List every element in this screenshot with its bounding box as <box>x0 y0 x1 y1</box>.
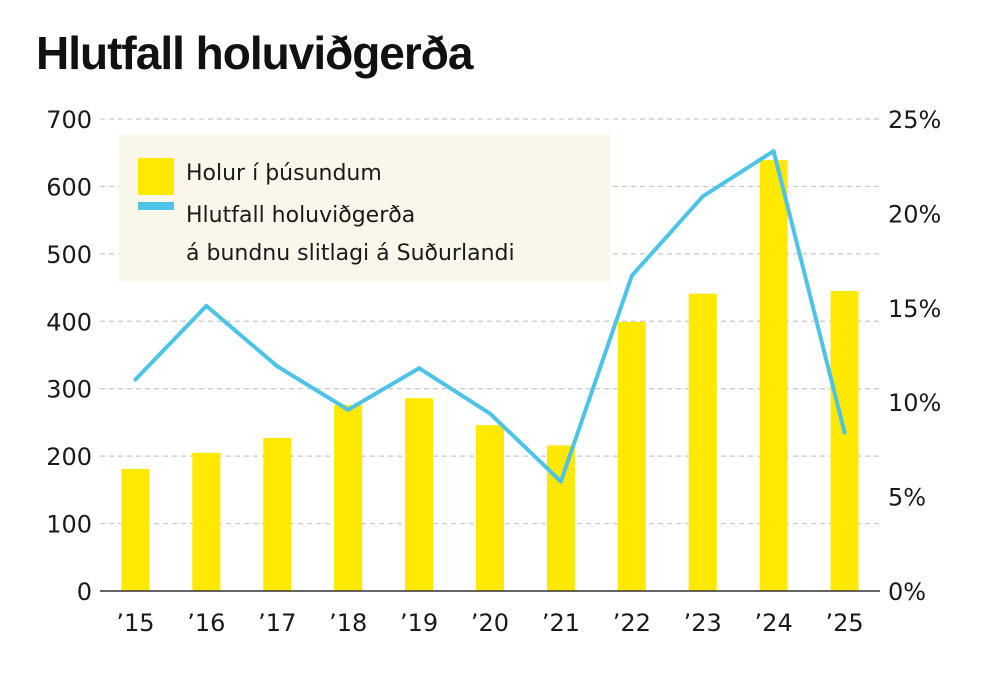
legend-label: á bundnu slitlagi á Suðurlandi <box>186 241 515 266</box>
y-left-tick-label: 100 <box>46 511 92 539</box>
bar-5 <box>476 425 504 591</box>
y-left-tick-label: 700 <box>46 106 92 134</box>
y-right-tick-label: 0% <box>888 578 926 606</box>
x-tick-label: ’17 <box>258 609 296 637</box>
bar-4 <box>405 398 434 591</box>
y-right-tick-label: 5% <box>888 484 926 512</box>
x-tick-label: ’24 <box>755 609 793 637</box>
axes: 0 100 200 300 400 500 600 700 0% 5% 10% 15% 20% 25% ’1… <box>46 106 941 637</box>
y-left-tick-label: 200 <box>46 443 92 471</box>
bar-8 <box>688 293 717 591</box>
y-left-tick-label: 400 <box>46 308 92 336</box>
x-tick-label: ’21 <box>542 609 580 637</box>
line-point-5 <box>488 411 492 416</box>
y-left-tick-label: 500 <box>46 241 92 269</box>
bar-6 <box>546 445 575 591</box>
legend: Holur í þúsundum Hlutfall holuviðgerða á b… <box>119 134 610 282</box>
bar-2 <box>263 437 292 591</box>
y-right-tick-label: 25% <box>888 106 941 134</box>
legend-swatch-line <box>138 202 174 210</box>
ratio-line-series <box>133 149 847 484</box>
y-left-tick-label: 0 <box>77 578 92 606</box>
x-tick-label: ’15 <box>116 609 154 637</box>
y-left-tick-label: 600 <box>46 173 92 201</box>
x-tick-label: ’22 <box>613 609 651 637</box>
legend-label: Holur í þúsundum <box>186 161 382 186</box>
line-point-9 <box>771 149 776 154</box>
x-tick-label: ’20 <box>471 609 509 637</box>
bar-3 <box>334 404 363 591</box>
x-tick-label: ’25 <box>825 609 863 637</box>
x-tick-label: ’19 <box>400 609 438 637</box>
line-point-6 <box>558 479 563 484</box>
legend-box <box>119 134 610 282</box>
bar-0 <box>121 468 150 591</box>
line-point-8 <box>700 194 705 199</box>
legend-swatch-bar <box>138 158 174 195</box>
chart-title: Hlutfall holuviðgerða <box>36 27 473 79</box>
bar-1 <box>192 452 221 591</box>
line-point-7 <box>629 273 634 278</box>
y-left-tick-label: 300 <box>46 376 92 404</box>
line-point-3 <box>346 407 351 412</box>
y-right-tick-label: 15% <box>888 295 941 323</box>
bar-7 <box>617 321 646 591</box>
x-tick-label: ’18 <box>329 609 367 637</box>
bar-9 <box>759 160 788 592</box>
line-point-10 <box>842 430 847 435</box>
y-right-tick-label: 20% <box>888 200 941 228</box>
x-tick-label: ’23 <box>684 609 722 637</box>
x-tick-label: ’16 <box>187 609 225 637</box>
legend-label: Hlutfall holuviðgerða <box>186 203 415 228</box>
bar-10 <box>830 290 859 591</box>
line-point-2 <box>275 364 280 369</box>
bars <box>121 160 859 592</box>
line-point-0 <box>133 377 138 382</box>
y-right-tick-label: 10% <box>888 389 941 417</box>
line-point-4 <box>417 366 422 371</box>
line-point-1 <box>204 303 209 308</box>
